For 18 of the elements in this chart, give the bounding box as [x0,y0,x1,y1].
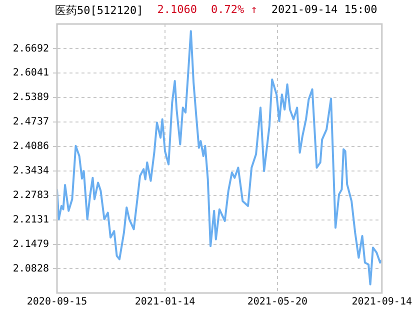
text: 2.1060 [157,3,197,18]
y-tick-label: 2.1479 [12,238,49,250]
x-tick-label: 2020-09-15 [26,296,88,308]
x-tick-label: 2021-01-14 [134,296,196,308]
x-tick-label: 2021-05-20 [247,296,308,308]
text: 2021-09-14 15:00 [271,3,378,18]
chart-title: 医药50[512120] [55,3,144,18]
y-tick-label: 2.2783 [12,190,49,201]
text: 0.72% ↑ [210,3,258,18]
y-tick-label: 2.4086 [12,141,49,152]
y-tick-label: 2.2131 [12,214,49,226]
x-tick-label: 2021-09-14 [352,296,412,308]
y-tick-label: 2.4737 [12,116,49,128]
y-tick-label: 2.5389 [12,92,49,104]
y-tick-label: 2.6041 [12,68,49,79]
y-tick-label: 2.6692 [12,43,49,54]
y-tick-label: 2.3434 [12,166,49,177]
y-tick-label: 2.0828 [12,263,49,274]
